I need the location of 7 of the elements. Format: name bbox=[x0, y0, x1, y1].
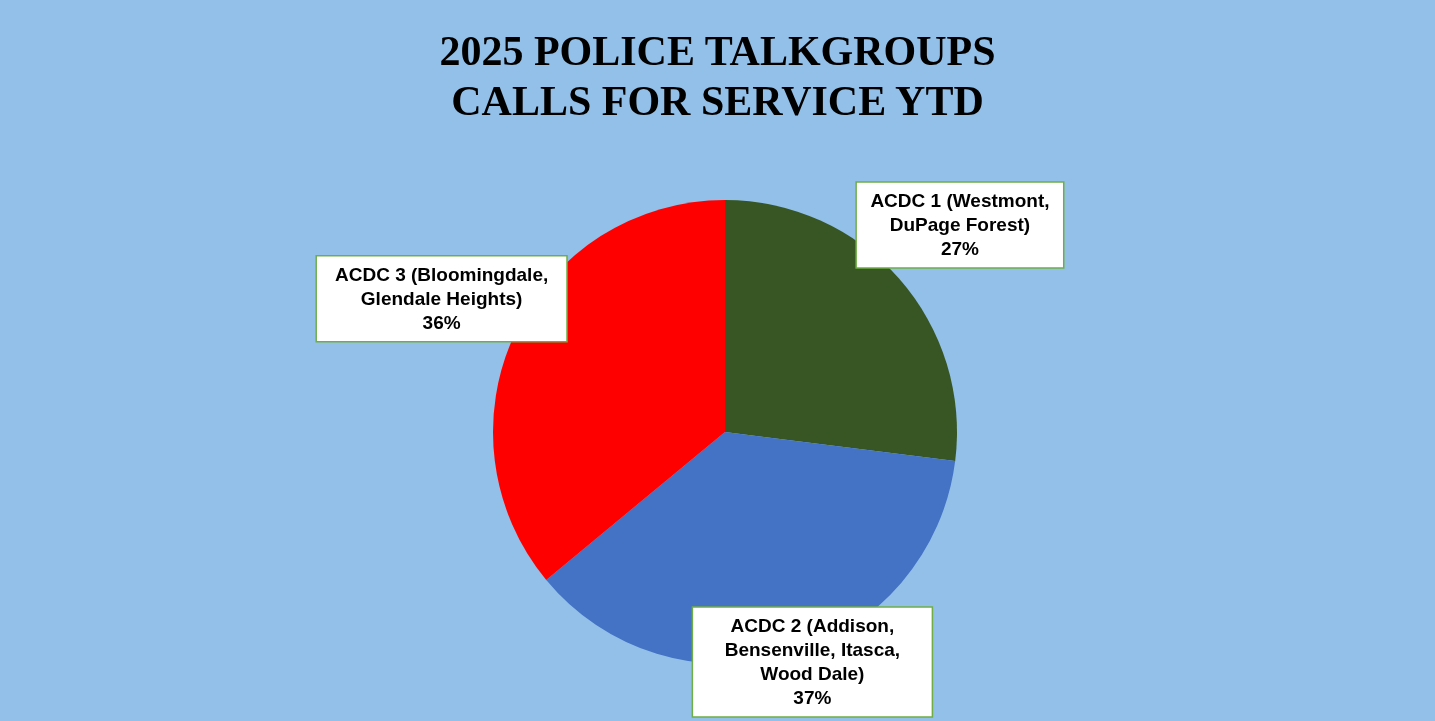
slice-label: ACDC 3 (Bloomingdale, Glendale Heights) bbox=[334, 263, 549, 309]
data-label: 27% bbox=[940, 237, 980, 259]
slice-label: ACDC 2 (Addison, Bensenville, Itasca, Wood Dale) bbox=[724, 615, 901, 684]
data-label: 36% bbox=[422, 311, 461, 333]
slice-label: ACDC 1 (Westmont, DuPage Forest) bbox=[870, 189, 1050, 235]
data-label: 37% bbox=[793, 687, 832, 708]
chart-title: 2025 POLICE TALKGROUPS CALLS FOR SERVICE YTD bbox=[439, 28, 996, 124]
